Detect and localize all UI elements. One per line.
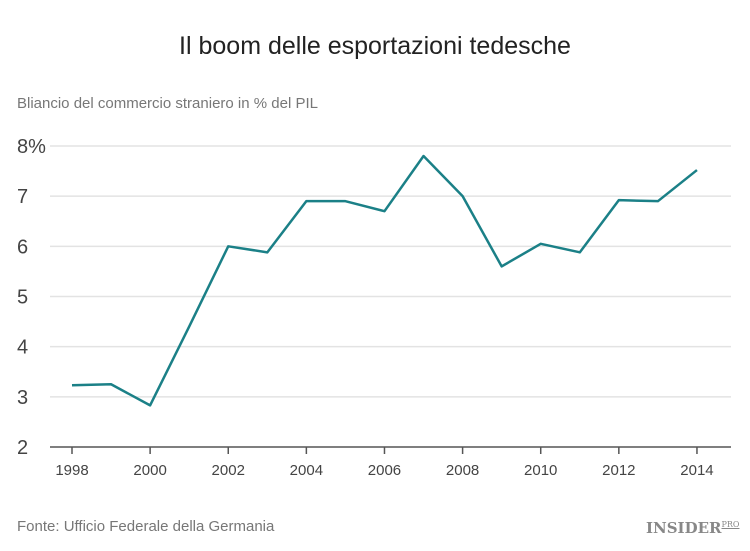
y-tick-label: 4 [17, 337, 28, 359]
y-tick-label: 3 [17, 387, 28, 409]
logo-text: INSIDER [646, 519, 722, 537]
x-tick-label: 1998 [55, 462, 88, 479]
y-axis-label: Bliancio del commercio straniero in % de… [17, 95, 318, 112]
source-note: Fonte: Ufficio Federale della Germania [17, 518, 275, 535]
y-tick-label: 2 [17, 437, 28, 459]
x-tick-label: 2006 [368, 462, 401, 479]
x-tick-label: 2010 [524, 462, 557, 479]
logo-sup: PRO [721, 520, 740, 529]
chart-title: Il boom delle esportazioni tedesche [179, 32, 571, 60]
x-tick-label: 2002 [212, 462, 245, 479]
x-tick-label: 2008 [446, 462, 479, 479]
y-tick-label: 6 [17, 236, 28, 258]
x-tick-label: 2000 [133, 462, 166, 479]
x-tick-label: 2004 [290, 462, 323, 479]
x-tick-label: 2012 [602, 462, 635, 479]
insider-logo: INSIDERPRO [646, 519, 739, 537]
y-tick-label: 7 [17, 186, 28, 208]
y-tick-label: 8% [17, 136, 46, 158]
y-tick-label: 5 [17, 286, 28, 308]
series-line [71, 154, 698, 407]
x-tick-label: 2014 [680, 462, 713, 479]
